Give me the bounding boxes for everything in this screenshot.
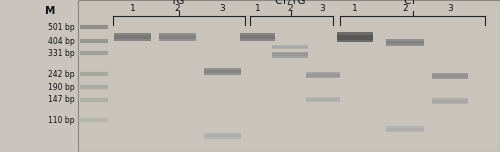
Text: 2: 2 <box>287 4 293 13</box>
Text: M: M <box>45 6 55 16</box>
Bar <box>337 32 373 42</box>
Bar <box>432 100 468 103</box>
Bar <box>78 0 500 152</box>
Text: 331 bp: 331 bp <box>48 49 75 58</box>
Text: 242 bp: 242 bp <box>48 70 75 79</box>
Bar <box>240 35 275 39</box>
Text: 3: 3 <box>220 4 226 13</box>
Text: CT: CT <box>403 0 417 6</box>
Bar <box>272 53 308 56</box>
Bar <box>272 45 308 49</box>
Text: 3: 3 <box>447 4 453 13</box>
Bar <box>114 35 151 39</box>
Bar <box>114 33 151 41</box>
Text: 404 bp: 404 bp <box>48 36 75 46</box>
Bar <box>204 68 242 75</box>
Bar <box>204 70 242 73</box>
Bar <box>337 35 373 40</box>
Text: 190 bp: 190 bp <box>48 83 75 92</box>
Bar <box>432 73 468 79</box>
Bar <box>386 39 424 46</box>
Bar <box>386 41 424 44</box>
Text: TG: TG <box>170 0 184 6</box>
Bar <box>306 97 340 102</box>
Text: 110 bp: 110 bp <box>48 116 75 125</box>
Bar <box>159 33 196 41</box>
Text: 147 bp: 147 bp <box>48 95 75 104</box>
Bar <box>159 35 196 39</box>
Bar <box>306 72 340 78</box>
Text: 2: 2 <box>174 4 180 13</box>
Bar <box>204 133 242 139</box>
Bar <box>432 74 468 78</box>
Text: 501 bp: 501 bp <box>48 23 75 32</box>
Bar <box>204 134 242 137</box>
Bar <box>432 98 468 104</box>
Text: 1: 1 <box>130 4 136 13</box>
Text: 1: 1 <box>352 4 358 13</box>
Bar <box>240 33 275 41</box>
Text: 1: 1 <box>254 4 260 13</box>
Bar <box>306 98 340 101</box>
Bar <box>386 128 424 131</box>
Bar <box>272 52 308 58</box>
Text: 2: 2 <box>402 4 408 13</box>
Text: 3: 3 <box>320 4 326 13</box>
Text: CT/TG: CT/TG <box>274 0 306 6</box>
Bar <box>386 126 424 132</box>
Bar <box>272 46 308 48</box>
Bar <box>306 74 340 77</box>
